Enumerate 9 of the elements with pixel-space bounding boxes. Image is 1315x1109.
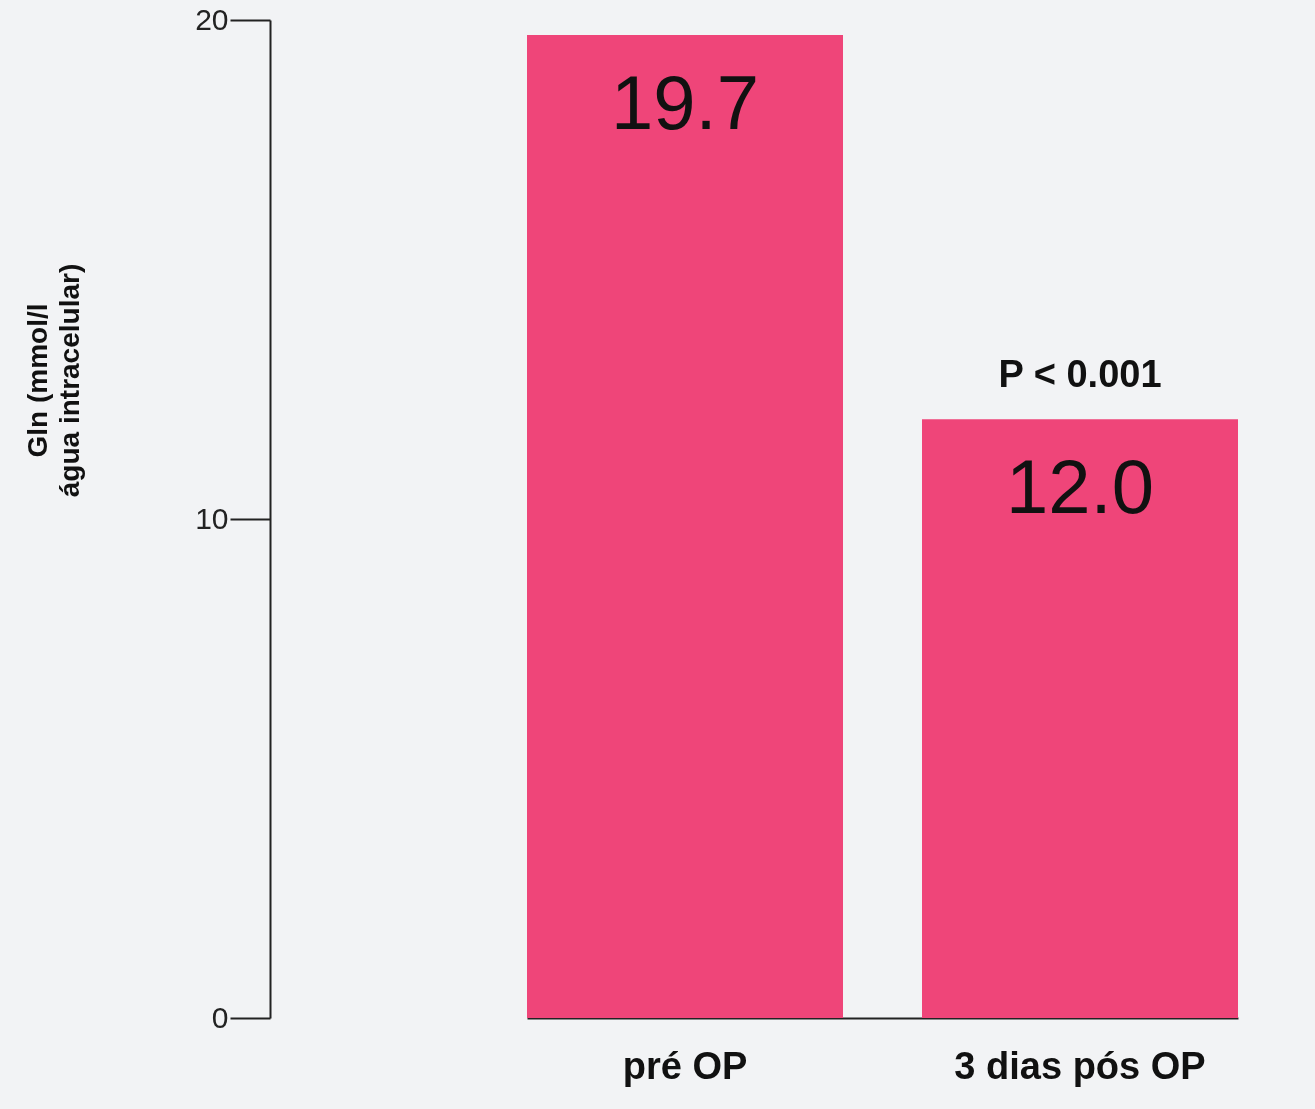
y-tick-label: 20 — [195, 2, 229, 36]
x-tick-label: 3 dias pós OP — [954, 1044, 1206, 1087]
data-label: 19.7 — [611, 59, 759, 145]
y-axis-title: Gln (mmol/l água intracelular) — [22, 263, 86, 498]
x-tick-label: pré OP — [622, 1044, 748, 1087]
annotation: P < 0.001 — [998, 353, 1162, 396]
y-tick-label: 10 — [195, 501, 229, 535]
y-tick-label: 0 — [211, 1000, 229, 1034]
data-label: 12.0 — [1006, 444, 1154, 530]
